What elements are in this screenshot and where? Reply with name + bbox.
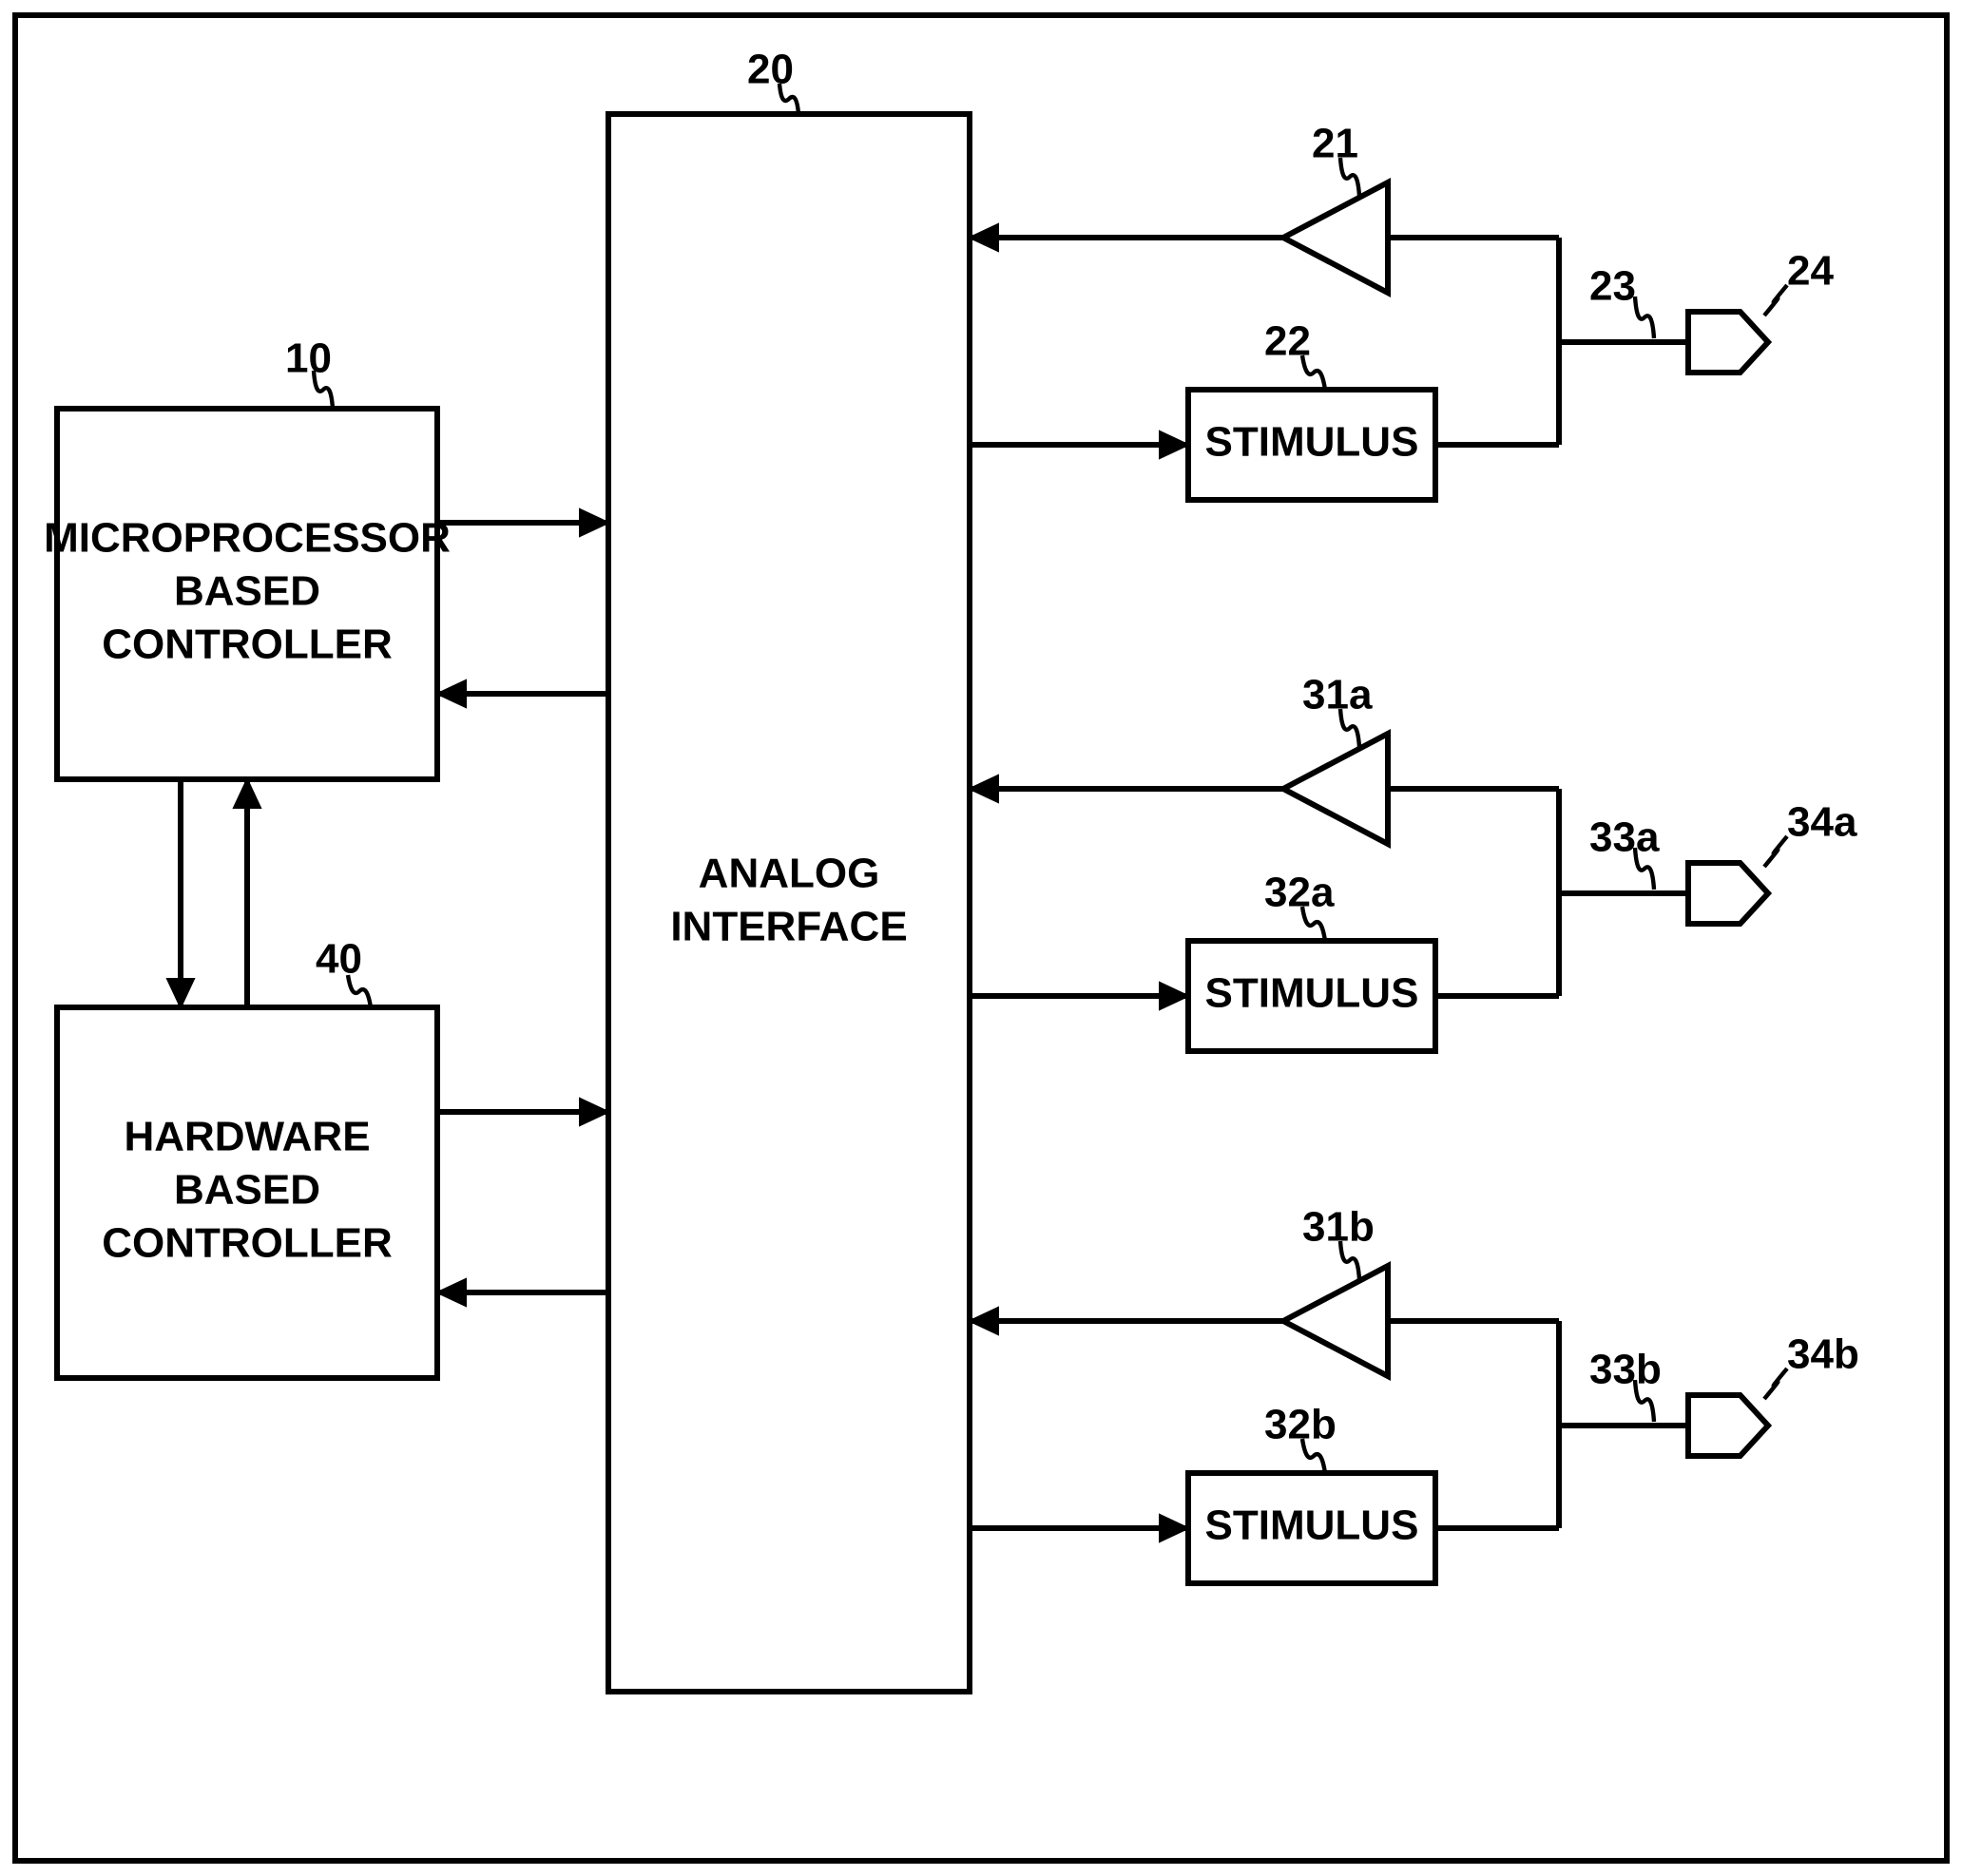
- stimulus-block-1-label: STIMULUS: [1205, 419, 1419, 466]
- ref-32b: 32b: [1264, 1402, 1337, 1448]
- ref-23: 23: [1589, 263, 1636, 310]
- ref-40: 40: [316, 936, 362, 983]
- amplifier-icon-2b: [1283, 1266, 1388, 1376]
- analog-interface-block-label: INTERFACE: [670, 904, 907, 950]
- ref-34b: 34b: [1787, 1331, 1859, 1378]
- hardware-controller-block-label: BASED: [174, 1167, 320, 1214]
- ref-24: 24: [1787, 248, 1834, 295]
- amplifier-icon-2a: [1283, 734, 1388, 844]
- ref-31a: 31a: [1302, 672, 1373, 718]
- microprocessor-controller-block-label: MICROPROCESSOR: [44, 515, 451, 562]
- electrode-icon-2b: [1688, 1395, 1768, 1456]
- ref-31b: 31b: [1302, 1204, 1375, 1251]
- ref-21: 21: [1312, 121, 1358, 167]
- hardware-controller-block-label: CONTROLLER: [102, 1220, 393, 1267]
- analog-interface-block-label: ANALOG: [699, 851, 880, 897]
- electrode-icon-2a: [1688, 863, 1768, 924]
- ref-22: 22: [1264, 318, 1311, 365]
- ref-34a: 34a: [1787, 799, 1857, 846]
- ref-10: 10: [285, 335, 332, 382]
- microprocessor-controller-block-label: BASED: [174, 568, 320, 615]
- microprocessor-controller-block-label: CONTROLLER: [102, 622, 393, 668]
- block-diagram-svg: MICROPROCESSOR BASED CONTROLLER HARDWARE BAS…: [0, 0, 1962, 1876]
- ref-33a: 33a: [1589, 814, 1660, 861]
- amplifier-icon-1: [1283, 182, 1388, 293]
- electrode-icon-1: [1688, 312, 1768, 373]
- stimulus-block-2a-label: STIMULUS: [1205, 970, 1419, 1017]
- ref-20: 20: [747, 47, 794, 93]
- hardware-controller-block-label: HARDWARE: [124, 1114, 370, 1160]
- stimulus-block-2b-label: STIMULUS: [1205, 1503, 1419, 1549]
- outer-frame: [15, 15, 1947, 1861]
- ref-33b: 33b: [1589, 1347, 1662, 1393]
- ref-32a: 32a: [1264, 870, 1335, 916]
